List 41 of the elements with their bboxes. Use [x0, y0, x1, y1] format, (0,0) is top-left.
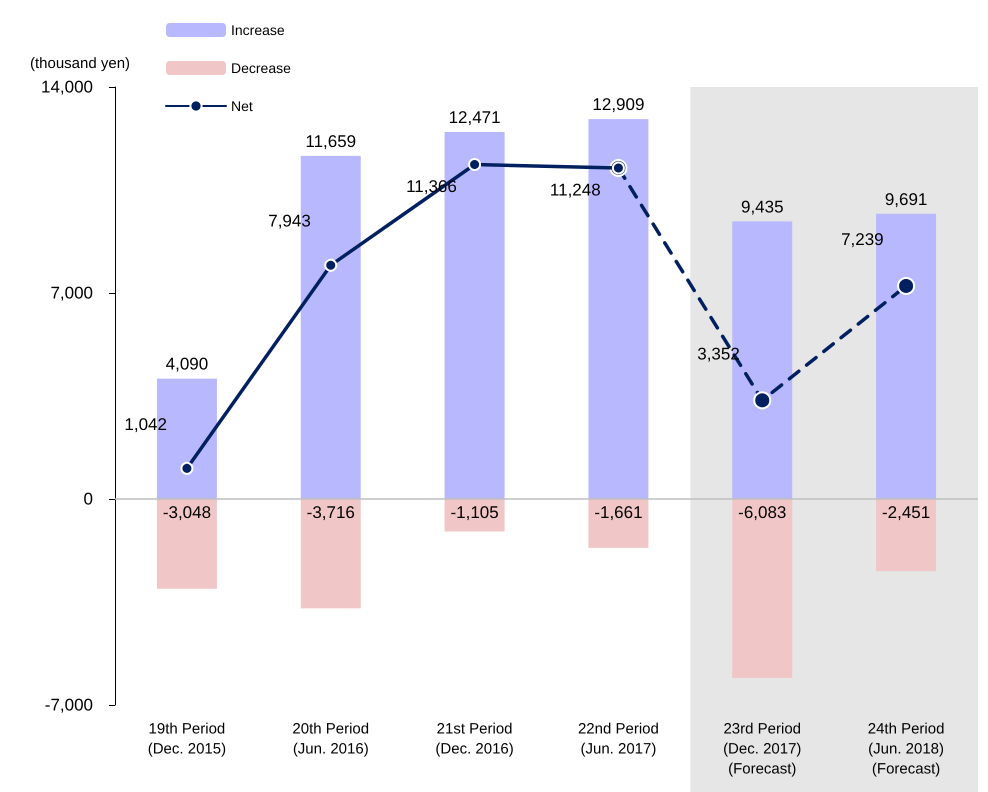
data-label: -1,105	[450, 503, 499, 522]
legend-label: Increase	[231, 22, 285, 38]
point	[753, 391, 772, 410]
x-tick-label: 21st Period (Dec. 2016)	[435, 720, 514, 758]
bar	[732, 499, 792, 678]
y-axis-title: (thousand yen)	[30, 55, 130, 72]
data-label: -6,083	[738, 503, 786, 522]
data-label: 11,248	[550, 180, 601, 200]
bar	[156, 499, 217, 589]
data-label: 7,943	[268, 212, 311, 231]
x-tick-label: 19th Period (Dec. 2015)	[148, 720, 226, 758]
bar	[300, 499, 361, 608]
data-label: 3,352	[697, 344, 740, 364]
y-tick-label: 7,000	[50, 284, 93, 302]
point	[468, 158, 482, 172]
data-label: 7,239	[841, 230, 884, 249]
bar	[588, 499, 648, 548]
legend-label: Decrease	[231, 60, 292, 76]
point	[180, 462, 194, 475]
data-label: 11,659	[305, 132, 356, 151]
y-tick-label: 0	[84, 490, 93, 508]
data-label: -3,716	[306, 503, 355, 522]
data-label: 12,471	[448, 108, 501, 127]
data-label: 4,090	[166, 354, 208, 374]
x-tick-label: 23rd Period (Dec. 2017) (Forecast)	[723, 720, 802, 778]
x-tick-label: 22nd Period (Jun. 2017)	[578, 720, 659, 758]
data-label: 12,909	[592, 95, 644, 114]
data-label: -2,451	[882, 503, 930, 522]
data-label: -1,661	[594, 503, 643, 522]
x-tick-label: 20th Period (Jun. 2016)	[292, 720, 370, 758]
data-label: 1,042	[124, 414, 167, 434]
data-label: 9,691	[884, 190, 928, 209]
x-tick-label: 24th Period (Jun. 2018) (Forecast)	[868, 720, 944, 778]
bar	[876, 499, 936, 572]
legend-label: Net	[231, 98, 253, 114]
y-tick-label: 14,000	[41, 78, 93, 96]
point	[324, 258, 338, 272]
point	[897, 276, 916, 295]
data-label: -3,048	[162, 503, 212, 522]
y-tick-label: -7,000	[44, 696, 93, 714]
data-label: 9,435	[740, 197, 784, 216]
